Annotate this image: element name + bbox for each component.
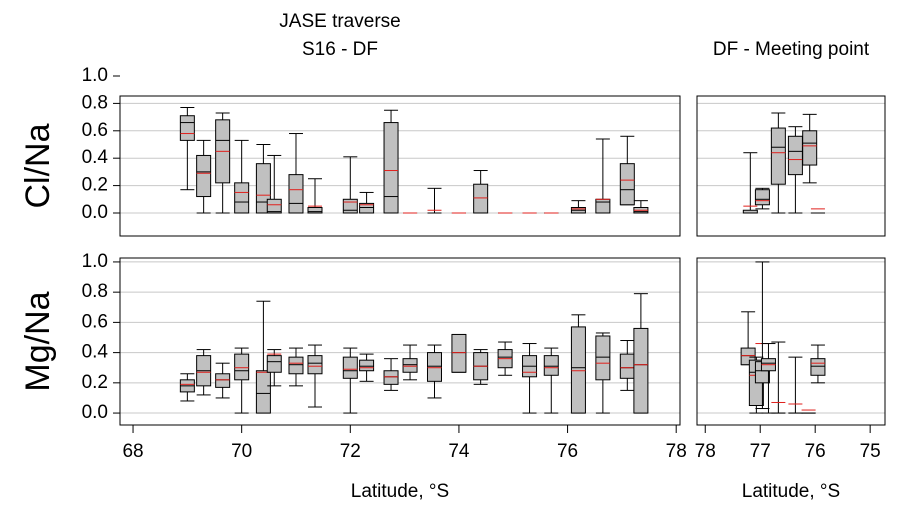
x-tick-label: 74 xyxy=(448,441,470,462)
chart-subtitle: S16 - DF xyxy=(302,39,378,60)
box xyxy=(255,370,271,414)
y-tick-label: 1.0 xyxy=(82,65,108,86)
box xyxy=(543,355,559,376)
x-tick-label: 68 xyxy=(122,441,143,462)
chart-title: DF - Meeting point xyxy=(713,39,870,60)
y-tick-label: 0.4 xyxy=(82,342,109,363)
box xyxy=(770,127,786,185)
box xyxy=(307,207,323,214)
x-tick-label: 78 xyxy=(695,441,716,462)
x-tick-label: 78 xyxy=(666,441,687,462)
box xyxy=(359,359,375,372)
box xyxy=(473,183,489,214)
y-tick-label: 0.8 xyxy=(82,92,108,113)
x-tick-label: 77 xyxy=(750,441,771,462)
plot-frame xyxy=(696,257,886,426)
y-axis-label: Cl/Na xyxy=(19,123,57,208)
box xyxy=(234,182,250,214)
box xyxy=(802,130,818,166)
box xyxy=(633,327,649,414)
x-tick-label: 76 xyxy=(805,441,826,462)
box xyxy=(383,122,399,214)
chart-title: JASE traverse xyxy=(279,11,400,32)
box xyxy=(619,353,635,379)
x-tick-label: 76 xyxy=(557,441,578,462)
box xyxy=(196,154,212,198)
box xyxy=(266,198,282,214)
y-tick-label: 0.0 xyxy=(82,402,108,423)
box xyxy=(619,163,635,206)
box xyxy=(359,202,375,214)
box xyxy=(570,326,586,414)
x-tick-label: 75 xyxy=(860,441,881,462)
box xyxy=(288,174,304,214)
box xyxy=(288,356,304,375)
y-tick-label: 1.0 xyxy=(82,251,108,272)
box xyxy=(426,352,442,382)
box xyxy=(451,333,467,373)
box xyxy=(595,198,611,214)
y-tick-label: 0.2 xyxy=(82,175,108,196)
box xyxy=(215,373,231,388)
y-tick-label: 0.6 xyxy=(82,311,108,332)
y-tick-label: 0.8 xyxy=(82,281,108,302)
plot-frame xyxy=(119,95,681,237)
y-tick-label: 0.2 xyxy=(82,372,108,393)
x-tick-label: 72 xyxy=(340,441,361,462)
plot-frame xyxy=(696,95,886,237)
box xyxy=(595,335,611,381)
plot-frame xyxy=(119,257,681,426)
y-tick-label: 0.4 xyxy=(82,147,109,168)
box xyxy=(179,115,195,141)
box xyxy=(754,189,770,206)
box xyxy=(307,355,323,375)
x-tick-label: 70 xyxy=(231,441,252,462)
y-axis-label: Mg/Na xyxy=(19,291,57,391)
box xyxy=(787,135,803,176)
y-tick-label: 0.6 xyxy=(82,120,108,141)
x-axis-label: Latitude, °S xyxy=(742,481,840,502)
y-tick-label: 0.0 xyxy=(82,202,108,223)
box xyxy=(342,198,358,214)
box xyxy=(383,370,399,385)
box xyxy=(402,358,418,373)
x-axis-label: Latitude, °S xyxy=(351,481,449,502)
box xyxy=(810,358,826,376)
box xyxy=(234,353,250,381)
box xyxy=(266,355,282,373)
box xyxy=(342,356,358,379)
